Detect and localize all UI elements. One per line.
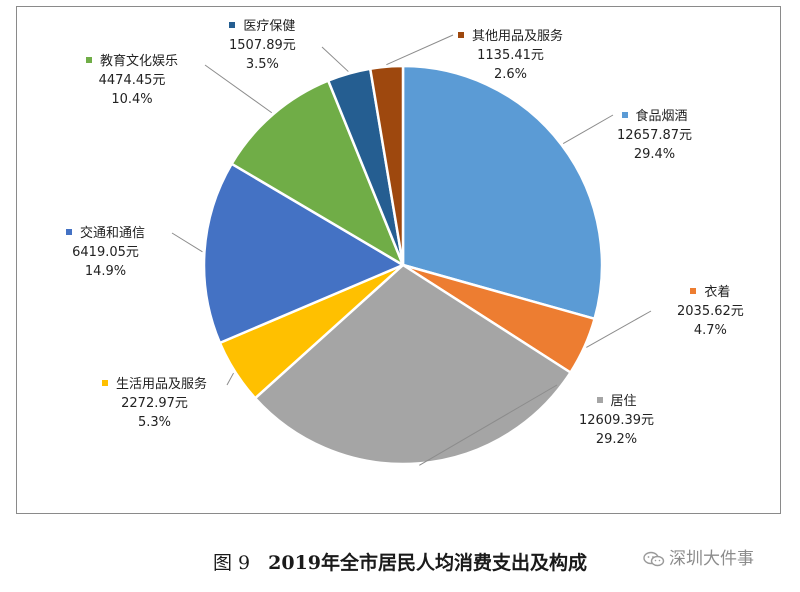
pie-slice-food bbox=[401, 64, 604, 321]
leader-line-education bbox=[204, 64, 273, 114]
pie-slice-housing bbox=[253, 263, 572, 466]
leader-line-healthcare bbox=[321, 46, 349, 72]
figure-number: 图 9 bbox=[212, 552, 251, 574]
pie-slice-other bbox=[368, 64, 405, 267]
data-label-clothing: 衣着 2035.62元 4.7% bbox=[677, 285, 744, 338]
pie-slice-transport bbox=[202, 162, 405, 345]
figure-caption: 图 9 2019年全市居民人均消费支出及构成 bbox=[0, 548, 800, 575]
data-label-healthcare: 医疗保健 1507.89元 3.5% bbox=[229, 19, 296, 72]
figure-title: 2019年全市居民人均消费支出及构成 bbox=[268, 552, 588, 574]
leader-line-food bbox=[562, 114, 614, 145]
watermark-text: 深圳大件事 bbox=[669, 549, 754, 569]
chart-area: 食品烟酒 12657.87元 29.4% 衣着 2035.62元 4.7% 居住… bbox=[16, 6, 781, 514]
key-marker bbox=[66, 228, 72, 235]
data-label-other: 其他用品及服务 1135.41元 2.6% bbox=[458, 27, 563, 84]
leader-line-transport bbox=[171, 232, 203, 253]
leader-line-household-goods bbox=[226, 372, 234, 386]
pie-slice-education bbox=[230, 79, 405, 267]
data-label-transport: 交通和通信 6419.05元 14.9% bbox=[66, 224, 145, 281]
key-marker bbox=[86, 56, 92, 63]
key-marker bbox=[229, 21, 236, 28]
key-marker bbox=[690, 287, 697, 294]
data-label-household-goods: 生活用品及服务 2272.97元 5.3% bbox=[102, 375, 207, 432]
wechat-icon bbox=[643, 551, 665, 567]
key-marker bbox=[596, 396, 603, 403]
leader-line-other bbox=[386, 34, 454, 66]
key-marker bbox=[102, 379, 108, 386]
key-marker bbox=[621, 111, 628, 118]
pie-chart bbox=[171, 34, 652, 466]
data-label-food: 食品烟酒 12657.87元 29.4% bbox=[617, 109, 693, 162]
key-marker bbox=[458, 31, 464, 38]
watermark: 深圳大件事 bbox=[643, 544, 754, 569]
data-label-education: 教育文化娱乐 4474.45元 10.4% bbox=[86, 52, 178, 109]
leader-line-clothing bbox=[586, 310, 652, 348]
leader-line-housing bbox=[419, 384, 558, 466]
data-label-housing: 居住 12609.39元 29.2% bbox=[579, 394, 655, 447]
